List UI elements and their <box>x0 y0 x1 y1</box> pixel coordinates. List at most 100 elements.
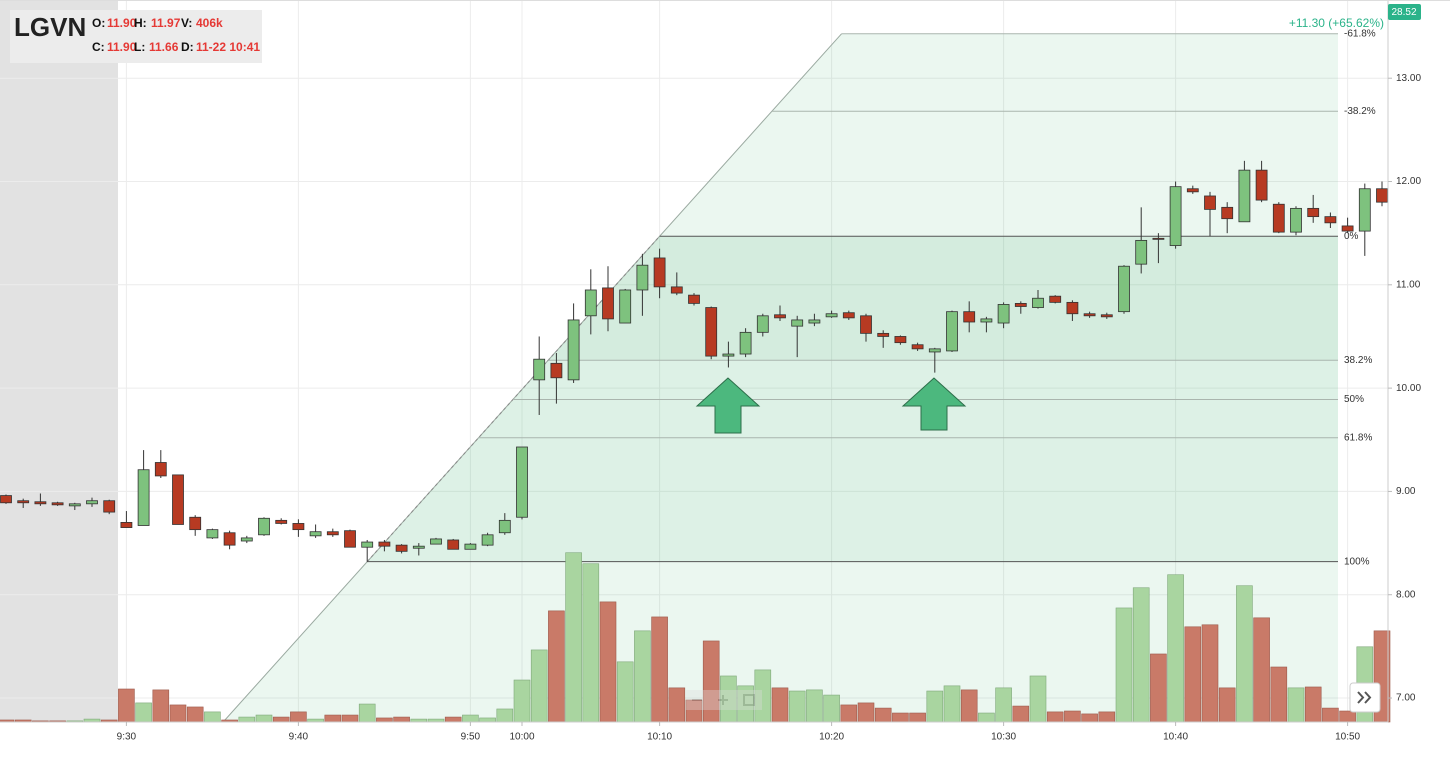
volume-bar <box>358 703 376 723</box>
volume-bar <box>788 690 806 723</box>
volume-bar <box>376 717 393 723</box>
candle-body <box>1238 169 1251 223</box>
volume-bar <box>513 679 531 723</box>
volume-bar <box>1132 587 1150 723</box>
scroll-to-end[interactable] <box>1349 682 1381 713</box>
change-label: +11.30 (+65.62%) <box>1289 16 1384 30</box>
volume-bar <box>118 688 135 723</box>
candle-body <box>636 264 649 291</box>
volume-bars <box>0 552 1391 723</box>
candle-body <box>481 534 494 546</box>
candle-body <box>1221 206 1234 220</box>
candle-body <box>825 313 838 318</box>
fib-trend <box>366 235 660 563</box>
volume-bar <box>1236 585 1253 723</box>
info-label: V: <box>181 16 192 30</box>
x-tick-label: 10:10 <box>647 732 672 743</box>
candle-body <box>378 541 391 547</box>
info-label: L: <box>134 40 145 54</box>
candle-body <box>326 531 339 536</box>
candle-body <box>1032 297 1044 308</box>
candle-body <box>860 315 872 334</box>
candle-body <box>705 307 718 357</box>
x-tick-label: 10:40 <box>1163 732 1188 743</box>
candle-body <box>1186 188 1199 193</box>
scroll-button[interactable] <box>1349 682 1381 713</box>
volume-bar <box>668 687 686 723</box>
candle-body <box>653 257 666 288</box>
candle-body <box>584 289 597 317</box>
candle-body <box>258 517 270 536</box>
price-badge <box>1388 4 1421 20</box>
candle-body <box>1358 188 1371 232</box>
chevron <box>1357 691 1365 704</box>
volume-bar <box>771 687 789 723</box>
y-tick-label: 11.00 <box>1396 279 1421 290</box>
volume-bar <box>926 690 944 723</box>
volume-bar <box>462 714 479 723</box>
info-value: 11.97 <box>151 16 181 30</box>
fib-label: -38.2% <box>1344 106 1376 117</box>
fib-area <box>223 33 1338 722</box>
y-tick-label: 9.00 <box>1396 486 1416 497</box>
zoom-reset[interactable] <box>743 694 755 706</box>
volume-bar <box>857 702 875 723</box>
candle-body <box>739 331 752 355</box>
info-value: 11.66 <box>149 40 179 54</box>
x-tick-label: 10:00 <box>509 732 534 743</box>
fib-label: -61.8% <box>1344 28 1376 39</box>
candle-body <box>1341 225 1354 232</box>
info-value: 406k <box>196 16 223 30</box>
candles <box>0 160 1388 562</box>
volume-bar <box>324 714 342 723</box>
info-value: 11.90 <box>107 40 137 54</box>
volume-bar <box>1184 626 1202 723</box>
candle-body <box>223 532 236 546</box>
x-tick-label: 9:40 <box>289 732 309 743</box>
candle-body <box>1169 186 1182 246</box>
info-label: H: <box>134 16 147 30</box>
x-tick-label: 10:20 <box>819 732 844 743</box>
candle-body <box>309 531 322 537</box>
candle-body <box>808 319 821 324</box>
candle-body <box>17 500 30 504</box>
candle-body <box>154 462 167 477</box>
volume-bar <box>565 552 582 723</box>
volume-bar <box>1029 675 1047 723</box>
up-arrow <box>695 377 761 434</box>
chevron <box>1364 691 1372 704</box>
info-label: D: <box>181 40 194 54</box>
candle-body <box>911 344 924 350</box>
candle-body <box>1255 169 1268 201</box>
volume-bar <box>651 616 668 723</box>
candle-body <box>430 538 442 545</box>
candle-body <box>86 500 98 505</box>
candle-body <box>1049 295 1062 303</box>
zoom-controls[interactable] <box>686 690 762 710</box>
candle-body <box>1307 207 1320 218</box>
volume-bar <box>892 712 909 723</box>
volume-bar <box>1339 710 1356 723</box>
volume-bar <box>840 704 858 723</box>
candle-body <box>447 539 460 550</box>
candle-body <box>1376 188 1388 203</box>
volume-bar <box>496 708 514 723</box>
info-value: 11.90 <box>107 16 137 30</box>
axes: 7.00 8.00 9.00 10.00 11.00 12.00 13.00 9:30 9:40… <box>117 73 1422 743</box>
candle-body <box>946 311 958 352</box>
candle-body <box>756 315 769 333</box>
candle-body <box>189 516 202 531</box>
volume-bar <box>1046 711 1064 723</box>
candle-body <box>103 500 116 513</box>
volume-bar <box>1081 713 1098 723</box>
candle-body <box>1152 237 1165 240</box>
candle-body <box>412 545 425 549</box>
arrows <box>695 377 967 434</box>
volume-bar <box>978 712 995 723</box>
volume-bar <box>874 707 892 723</box>
candle-body <box>1204 195 1216 210</box>
candle-body <box>68 503 81 507</box>
y-tick-label: 13.00 <box>1396 73 1421 84</box>
x-tick-label: 10:30 <box>991 732 1016 743</box>
